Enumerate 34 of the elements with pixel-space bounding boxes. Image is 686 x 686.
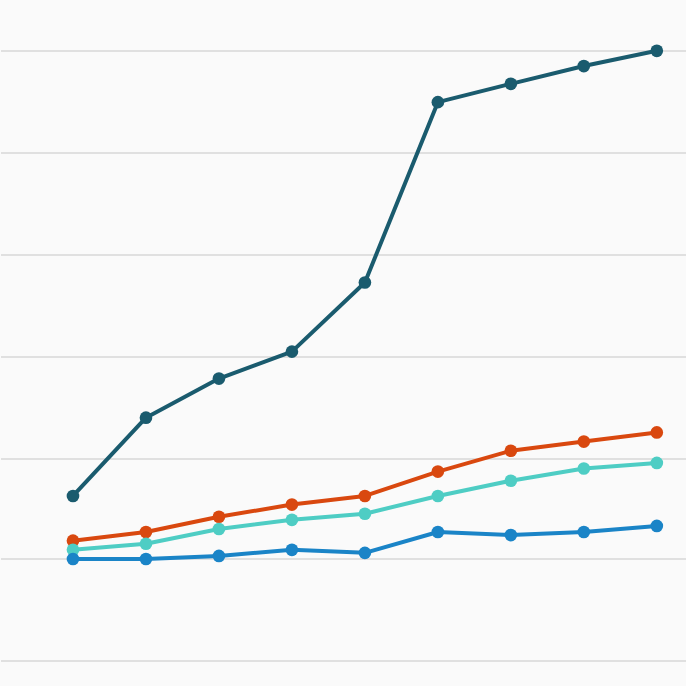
- point: [577, 435, 591, 448]
- point: [577, 525, 591, 539]
- point: [504, 474, 518, 488]
- point: [66, 489, 80, 503]
- point: [139, 537, 153, 551]
- point: [358, 507, 372, 521]
- point: [650, 426, 664, 439]
- point: [358, 489, 372, 503]
- point: [66, 552, 80, 566]
- point: [650, 456, 664, 470]
- point: [285, 498, 299, 511]
- point: [504, 77, 518, 91]
- point: [212, 522, 226, 536]
- point: [431, 465, 445, 478]
- point: [431, 525, 445, 539]
- point: [650, 519, 664, 533]
- point: [431, 489, 445, 503]
- point: [212, 372, 226, 385]
- point: [431, 95, 445, 109]
- point: [285, 543, 299, 557]
- point: [577, 59, 591, 73]
- point: [504, 528, 518, 542]
- point: [358, 546, 372, 560]
- point: [285, 345, 299, 358]
- point: [212, 510, 226, 524]
- point: [139, 525, 153, 539]
- point: [212, 549, 226, 563]
- point: [358, 276, 372, 289]
- point: [285, 513, 299, 527]
- point: [650, 44, 664, 58]
- point: [504, 444, 518, 458]
- point: [577, 462, 591, 475]
- point: [139, 552, 153, 566]
- point: [139, 411, 153, 425]
